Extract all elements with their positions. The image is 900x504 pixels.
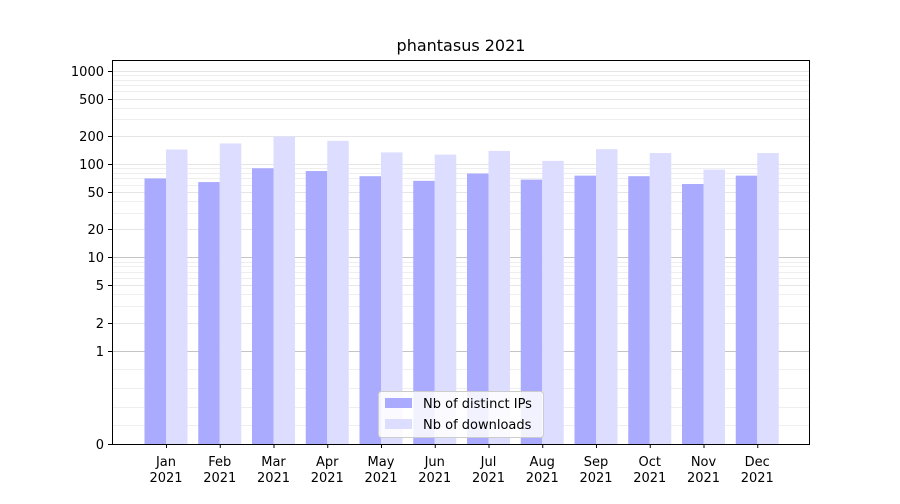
y-tick-label: 1000 [71,65,104,80]
bar-distinct-ips [735,175,758,444]
bar-downloads [166,149,188,444]
y-tick-label: 200 [79,130,104,145]
bar-downloads [381,152,403,444]
x-tick-label: Apr 2021 [311,455,344,486]
x-tick-label: Feb 2021 [203,455,236,486]
legend-box [378,391,544,438]
y-tick-label: 50 [87,186,104,201]
bar-distinct-ips [359,176,381,445]
bar-downloads [327,140,349,444]
legend: Nb of distinct IPs Nb of downloads [378,391,544,438]
bar-distinct-ips [574,175,596,444]
y-tick-label: 0 [96,438,104,453]
x-axis: Jan 2021 Feb 2021 Mar 2021 Apr 2021 May 2021 Jun 20… [149,444,774,486]
x-tick-label: Jul 2021 [472,455,505,486]
y-tick-label: 5 [96,279,104,294]
x-tick-label: Jan 2021 [149,455,182,486]
x-tick-label: Oct 2021 [633,455,666,486]
x-tick-label: Jun 2021 [418,455,451,486]
bars [144,136,779,445]
bar-downloads [542,160,564,445]
bar-downloads [434,154,457,444]
bar-distinct-ips [305,171,328,444]
bar-downloads [219,143,242,444]
x-tick-label: Mar 2021 [257,455,290,486]
bar-downloads [488,150,510,444]
bar-downloads [703,169,725,444]
bar-downloads [596,149,618,445]
y-tick-label: 20 [87,223,104,238]
x-tick-label: Nov 2021 [687,455,720,486]
x-tick-label: Aug 2021 [526,455,559,486]
x-tick-label: Dec 2021 [741,455,774,486]
y-axis: 0 1 2 5 10 20 50 100 200 500 1000 [71,65,112,453]
y-tick-label: 500 [79,93,104,108]
bar-downloads [757,153,779,445]
bar-distinct-ips [144,178,166,444]
y-tick-label: 1 [96,345,104,360]
legend-swatch [385,398,412,408]
bar-distinct-ips [628,176,650,445]
bar-downloads [273,136,295,444]
bar-distinct-ips [467,173,489,445]
legend-label: Nb of downloads [423,418,532,433]
y-tick-label: 10 [87,251,104,266]
chart-title: phantasus 2021 [397,36,526,55]
bar-distinct-ips [682,184,704,444]
y-tick-label: 100 [79,158,104,173]
plot-frame [112,60,810,445]
y-tick-label: 2 [96,317,104,332]
bar-distinct-ips [520,179,543,444]
x-tick-label: Sep 2021 [579,455,612,486]
bar-distinct-ips [413,180,435,444]
bar-distinct-ips [198,182,220,445]
legend-swatch [385,419,412,429]
bar-distinct-ips [252,168,274,445]
x-tick-label: May 2021 [364,455,397,486]
legend-label: Nb of distinct IPs [423,397,532,412]
bar-downloads [649,153,672,445]
